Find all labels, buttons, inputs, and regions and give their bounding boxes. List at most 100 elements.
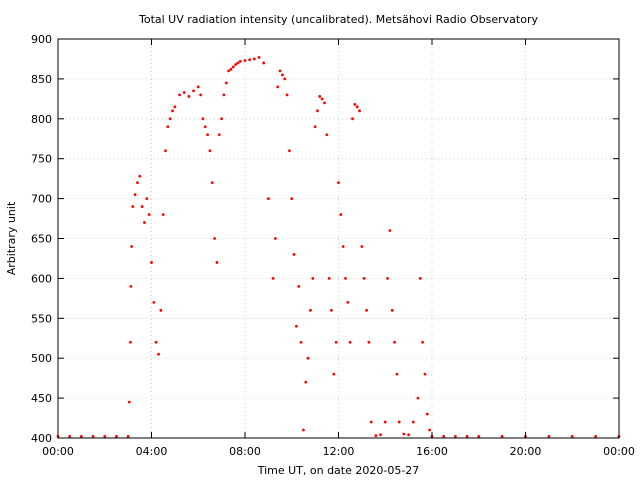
data-point — [168, 117, 172, 121]
y-tick-label: 500 — [31, 352, 52, 365]
data-point — [547, 435, 551, 438]
data-point — [402, 432, 406, 436]
data-point — [418, 277, 422, 280]
data-point — [103, 435, 107, 438]
data-point — [348, 340, 352, 344]
data-point — [302, 428, 305, 432]
data-point — [288, 149, 291, 153]
y-tick-label: 650 — [31, 233, 52, 246]
data-point — [281, 73, 284, 77]
data-points — [56, 55, 621, 438]
data-point — [304, 380, 308, 384]
data-point — [208, 149, 212, 153]
y-tick-label: 850 — [31, 73, 52, 86]
data-point — [213, 237, 217, 240]
data-point — [425, 412, 429, 416]
data-point — [299, 340, 303, 344]
data-point — [238, 59, 242, 63]
x-tick-label: 00:00 — [42, 445, 74, 458]
data-point — [150, 261, 153, 264]
data-point — [423, 372, 427, 376]
data-point — [147, 213, 151, 216]
data-point — [325, 133, 329, 137]
data-point — [318, 95, 322, 98]
x-tick-label: 00:00 — [603, 445, 635, 458]
data-point — [236, 61, 240, 65]
data-point — [143, 221, 146, 224]
data-point — [395, 372, 399, 376]
data-point — [215, 261, 219, 264]
data-point — [138, 174, 142, 178]
data-point — [231, 65, 235, 69]
data-point — [341, 245, 345, 248]
data-point — [453, 435, 457, 438]
data-point — [283, 77, 287, 81]
data-point — [285, 93, 289, 97]
data-point — [290, 197, 294, 201]
data-point — [203, 125, 207, 129]
y-tick-label: 600 — [31, 272, 52, 285]
data-point — [227, 69, 231, 73]
data-point — [465, 435, 469, 438]
data-point — [68, 435, 72, 438]
data-point — [115, 435, 118, 438]
data-point — [344, 277, 347, 280]
data-point — [257, 55, 261, 59]
chart-title: Total UV radiation intensity (uncalibrat… — [138, 13, 538, 26]
data-point — [196, 85, 200, 89]
data-point — [187, 95, 191, 98]
data-point — [477, 435, 481, 438]
data-point — [173, 105, 177, 109]
data-point — [428, 428, 432, 432]
y-tick-label: 400 — [31, 432, 52, 445]
data-point — [369, 420, 373, 424]
data-point — [320, 97, 324, 101]
data-point — [332, 372, 336, 376]
data-point — [266, 197, 270, 201]
data-point — [393, 340, 396, 344]
data-point — [130, 245, 134, 248]
data-point — [161, 213, 165, 216]
data-point — [388, 229, 392, 232]
data-point — [316, 109, 319, 113]
data-point — [262, 61, 266, 65]
data-point — [171, 109, 174, 113]
data-point — [157, 352, 160, 356]
data-point — [594, 435, 598, 438]
data-point — [355, 105, 359, 109]
data-point — [220, 117, 224, 121]
data-point — [201, 117, 205, 121]
data-point — [306, 356, 310, 360]
data-point — [222, 93, 226, 97]
data-point — [276, 85, 280, 89]
data-point — [334, 340, 338, 344]
data-point — [166, 125, 170, 129]
y-tick-label: 900 — [31, 33, 52, 46]
data-point — [164, 149, 167, 153]
y-tick-label: 800 — [31, 113, 52, 126]
data-point — [273, 237, 277, 240]
data-point — [351, 117, 354, 121]
x-tick-label: 08:00 — [229, 445, 261, 458]
y-axis-label: Arbitrary unit — [5, 201, 18, 275]
data-point — [311, 277, 315, 280]
data-point — [229, 67, 233, 71]
data-point — [206, 133, 210, 137]
data-point — [362, 277, 366, 280]
data-point — [234, 63, 238, 66]
data-point — [243, 59, 247, 62]
data-point — [192, 89, 195, 93]
axis-ticks: 400 450 500 550 600 650 700 750 800 850 900 00:00 04… — [31, 33, 635, 458]
data-point — [411, 420, 415, 424]
data-point — [327, 277, 331, 280]
data-point — [133, 193, 137, 197]
x-axis-label: Time UT, on date 2020-05-27 — [257, 464, 420, 477]
data-point — [152, 300, 156, 304]
data-point — [129, 340, 132, 344]
x-tick-label: 04:00 — [136, 445, 168, 458]
data-point — [217, 133, 221, 137]
grid-lines — [58, 39, 619, 438]
data-point — [79, 435, 83, 438]
y-tick-label: 450 — [31, 392, 52, 405]
